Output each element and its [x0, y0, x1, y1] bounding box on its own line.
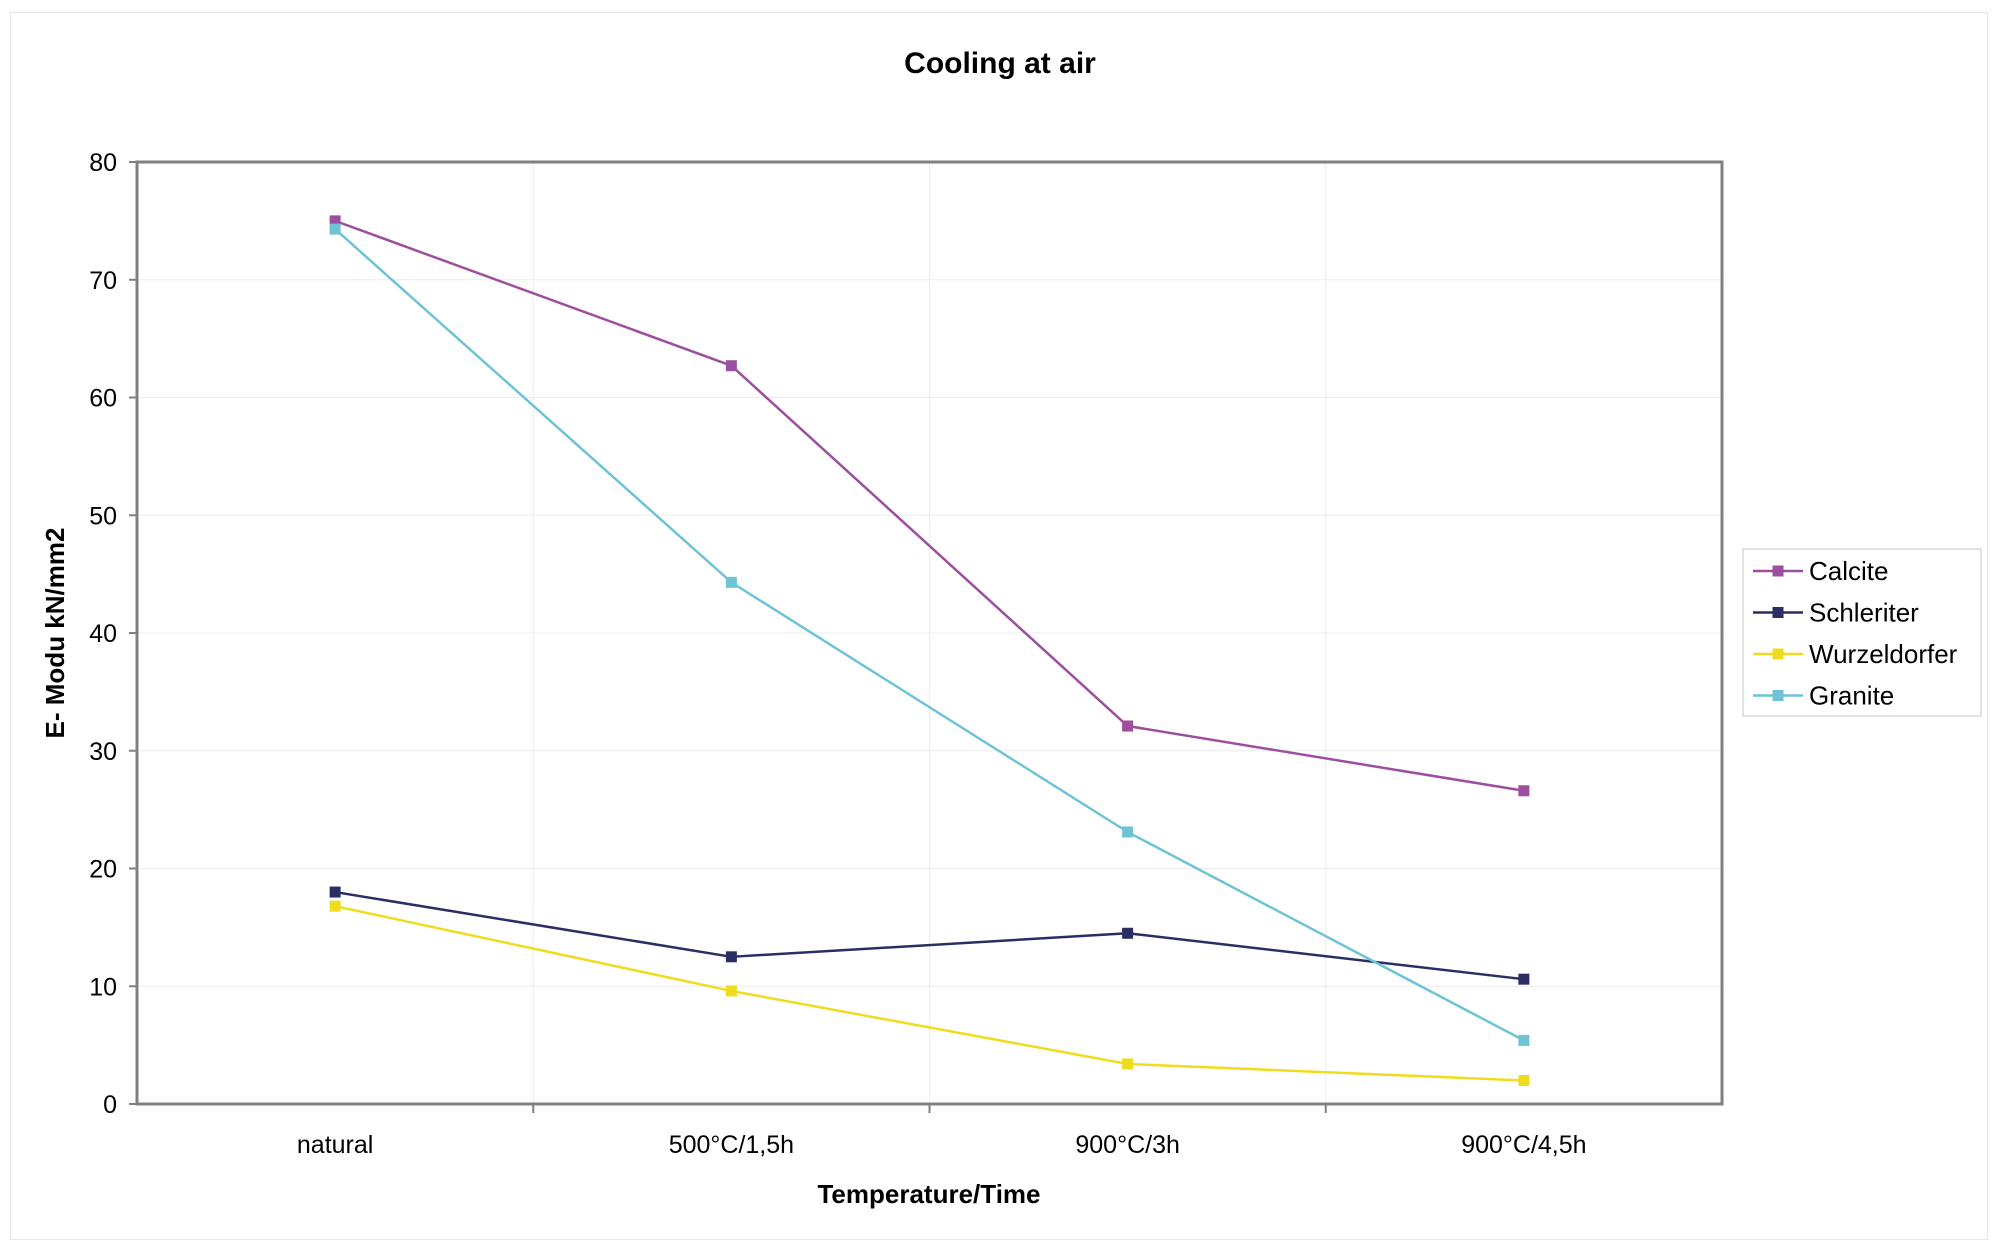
y-tick-label: 30 — [89, 738, 117, 766]
legend-marker — [1772, 607, 1784, 618]
legend-label: Calcite — [1809, 556, 1888, 586]
chart-title: Cooling at air — [904, 47, 1096, 80]
x-tick-label: 900°C/3h — [1075, 1131, 1180, 1159]
data-point — [1122, 826, 1134, 838]
data-point — [1518, 1074, 1530, 1086]
legend-marker — [1772, 690, 1784, 701]
series-line — [334, 219, 1525, 793]
series-line — [334, 904, 1524, 1082]
data-point — [1518, 785, 1530, 797]
data-point — [1122, 927, 1134, 939]
y-tick-label: 20 — [89, 856, 117, 884]
data-point — [1122, 720, 1134, 732]
legend-item-wurzeldorfer: Wurzeldorfer — [1753, 639, 1958, 669]
x-tick-label: 900°C/4,5h — [1461, 1131, 1586, 1159]
series-schleriter — [329, 886, 1530, 985]
data-point — [725, 360, 737, 372]
y-tick-label: 70 — [89, 267, 117, 295]
legend-item-calcite: Calcite — [1753, 556, 1888, 586]
y-tick-label: 60 — [89, 385, 117, 413]
grid — [137, 162, 1722, 1104]
y-tick-label: 0 — [103, 1091, 117, 1119]
data-point — [1518, 1034, 1530, 1046]
x-axis: natural 500°C/1,5h 900°C/3h 900°C/4,5h — [297, 1104, 1587, 1159]
series-line — [334, 890, 1525, 981]
legend-item-schleriter: Schleriter — [1753, 598, 1919, 628]
series-granite — [329, 223, 1530, 1046]
legend-label: Granite — [1809, 681, 1894, 711]
data-point — [329, 215, 341, 227]
legend-marker — [1772, 565, 1784, 577]
data-point — [725, 576, 737, 588]
chart-frame — [10, 12, 1988, 1240]
legend-box — [1742, 548, 1982, 717]
y-axis-title: E- Modu kN/mm2 — [40, 528, 70, 739]
legend-label: Wurzeldorfer — [1809, 639, 1958, 669]
data-point — [1518, 973, 1530, 985]
data-point — [329, 223, 341, 235]
legend-label: Schleriter — [1809, 598, 1919, 628]
x-axis-title: Temperature/Time — [817, 1179, 1040, 1209]
series-line — [334, 228, 1525, 1042]
data-point — [725, 985, 737, 997]
y-tick-label: 40 — [89, 620, 117, 648]
x-tick-label: 500°C/1,5h — [669, 1131, 794, 1159]
y-tick-label: 80 — [89, 149, 117, 177]
data-point — [1122, 1058, 1134, 1070]
y-tick-label: 10 — [89, 973, 117, 1001]
legend: Calcite Schleriter Wurzeldorfer Granite — [1742, 548, 1982, 717]
x-tick-label: natural — [297, 1131, 373, 1159]
data-point — [329, 900, 341, 912]
data-point — [329, 886, 341, 898]
series-calcite — [329, 215, 1530, 797]
legend-item-granite: Granite — [1753, 681, 1894, 711]
series-wurzeldorfer — [329, 900, 1530, 1086]
y-axis: 0 10 20 30 40 50 60 70 80 — [89, 149, 137, 1119]
legend-marker — [1772, 648, 1784, 660]
data-point — [725, 951, 737, 963]
y-tick-label: 50 — [89, 502, 117, 530]
series-layer — [329, 215, 1530, 1086]
